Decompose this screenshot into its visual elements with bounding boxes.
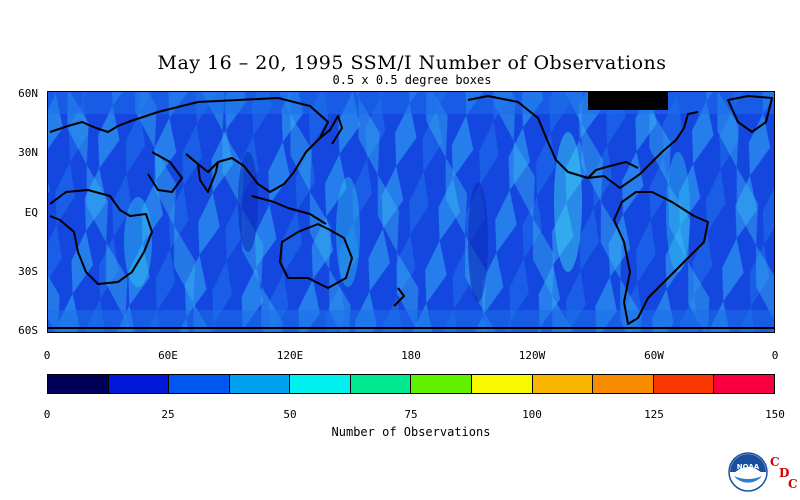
colorbar-segment: [229, 375, 291, 393]
colorbar-segment: [593, 375, 654, 393]
nz-coastline: [393, 287, 405, 307]
colorbar-title: Number of Observations: [331, 425, 491, 439]
gulf-coastline: [587, 161, 639, 179]
lat-label: EQ: [24, 206, 38, 219]
south-band: [48, 310, 774, 332]
japan-coastline: [319, 115, 343, 145]
coastlines: [48, 95, 774, 329]
colorbar-segment: [532, 375, 594, 393]
chart-subtitle: 0.5 x 0.5 degree boxes: [332, 73, 492, 87]
lat-label: 60S: [18, 324, 38, 337]
colorbar-tick-label: 150: [765, 408, 785, 421]
observation-map: [47, 91, 775, 333]
australia-coastline: [279, 223, 353, 289]
high-obs-swath: [666, 152, 690, 272]
color-bar: [47, 374, 775, 394]
colorbar-segment: [472, 375, 533, 393]
cdc-letter: C: [770, 455, 780, 469]
colorbar-segment: [48, 375, 109, 393]
colorbar-tick-label: 25: [161, 408, 175, 421]
lon-label: 60E: [158, 349, 178, 362]
lon-label: 120W: [518, 349, 546, 362]
cdc-letter: C: [788, 477, 798, 491]
colorbar-segment: [653, 375, 715, 393]
noaa-logo-icon: NOAA: [728, 452, 768, 492]
colorbar-tick-label: 75: [404, 408, 418, 421]
colorbar-segment: [108, 375, 170, 393]
lon-label: 0: [43, 349, 51, 362]
north-america-coastline: [467, 95, 699, 189]
colorbar-tick-label: 50: [283, 408, 297, 421]
no-data-patch: [588, 92, 668, 110]
map-svg: [48, 92, 774, 332]
colorbar-tick-label: 100: [522, 408, 542, 421]
indonesia-coastline: [251, 195, 327, 225]
cdc-letter: D: [779, 466, 790, 480]
south-america-coastline: [613, 191, 709, 325]
lon-label: 120E: [276, 349, 304, 362]
colorbar-segment: [411, 375, 473, 393]
swath-texture-overlay: [48, 92, 774, 332]
colorbar-segment: [290, 375, 351, 393]
high-obs-swath: [336, 177, 360, 287]
lat-label: 30N: [18, 146, 38, 159]
low-obs-swath: [238, 152, 258, 252]
lon-label: 0: [771, 349, 779, 362]
chart-title: May 16 – 20, 1995 SSM/I Number of Observ…: [157, 52, 667, 74]
colorbar-tick-label: 0: [43, 408, 51, 421]
colorbar-segment: [714, 375, 774, 393]
lat-label: 30S: [18, 265, 38, 278]
lon-label: 180: [401, 349, 421, 362]
greenland-coastline: [727, 95, 773, 133]
low-obs-swath: [468, 182, 488, 302]
europe-coastline: [49, 121, 129, 133]
high-obs-swath: [554, 132, 582, 272]
colorbar-tick-label: 125: [644, 408, 664, 421]
colorbar-segment: [350, 375, 412, 393]
africa-coastline: [49, 189, 153, 285]
high-obs-swath: [124, 197, 152, 287]
india-coastline: [185, 153, 219, 193]
colorbar-segment: [169, 375, 230, 393]
lat-label: 60N: [18, 87, 38, 100]
lon-label: 60W: [644, 349, 664, 362]
svg-text:NOAA: NOAA: [737, 463, 760, 471]
arabia-coastline: [147, 151, 183, 193]
